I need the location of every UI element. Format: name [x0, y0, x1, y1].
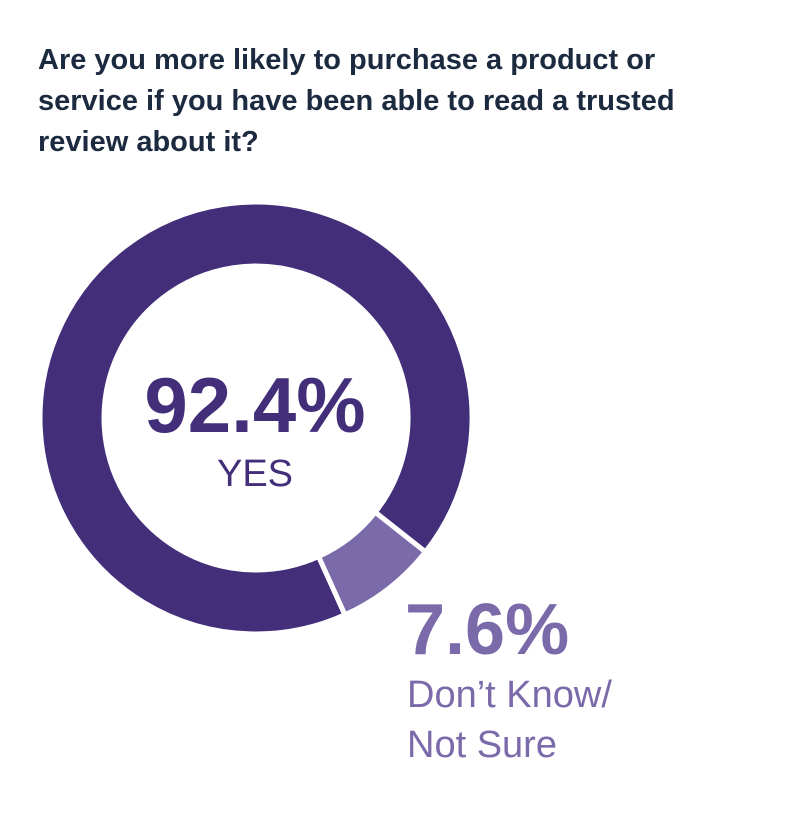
- dont-know-category-label: Don’t Know/ Not Sure: [407, 674, 612, 766]
- donut-slice-yes: [37, 199, 475, 637]
- chart-title: Are you more likely to purchase a produc…: [38, 44, 675, 158]
- yes-percentage-label: 92.4%: [144, 361, 366, 449]
- dont-know-percentage-label: 7.6%: [405, 590, 570, 670]
- donut-slice-dont-know: [315, 508, 429, 619]
- yes-category-label: YES: [216, 453, 294, 495]
